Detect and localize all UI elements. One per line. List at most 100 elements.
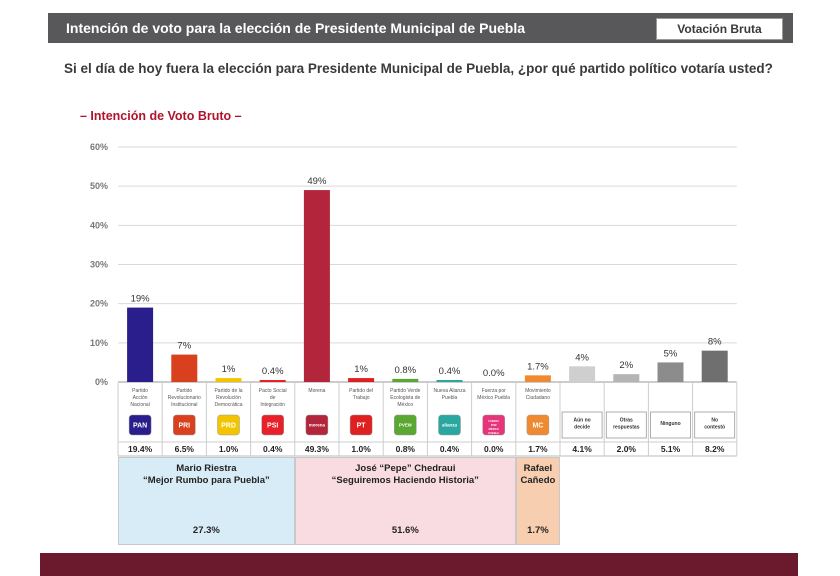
footer-bar (40, 553, 798, 576)
party-logo-text: PUEBLA (488, 431, 499, 435)
vote-intention-chart: 0% 10% 20% 30% 40% 50% 60% 19% 7% 1% 0.4% 49% 1% 0.8%… (90, 142, 738, 457)
table-value: 0.8% (396, 444, 416, 454)
category-label: Morena (308, 388, 325, 394)
category-label: Nacional (130, 402, 149, 408)
candidate-name: Rafael Cañedo (520, 463, 556, 486)
party-logo (526, 414, 550, 436)
category-label: Institucional (171, 402, 197, 408)
party-logo-text: alianza (442, 423, 458, 428)
table-value: 49.3% (305, 444, 330, 454)
category-label: Pacto Social (259, 388, 287, 394)
bar-label: 7% (177, 341, 191, 352)
bar (303, 190, 330, 382)
category-label: Nueva Alianza (434, 388, 466, 394)
table-value: 0.0% (484, 444, 504, 454)
category-label: Integración (260, 402, 285, 408)
category-label: Partido Verde (390, 388, 421, 394)
category-label: Democrática (214, 402, 242, 408)
party-logo-text: PRD (221, 422, 236, 429)
category-label: Partido (176, 388, 192, 394)
bar (259, 380, 286, 382)
y-tick-label: 60% (90, 142, 108, 152)
category-label: de (270, 395, 276, 401)
bar-label: 0.8% (394, 365, 416, 376)
party-logo (394, 414, 417, 436)
table-value: 0.4% (263, 444, 283, 454)
category-label: Partido (132, 388, 148, 394)
bar-label: 0.4% (439, 366, 461, 377)
category-label: Aún no (573, 418, 590, 424)
category-label: Ciudadano (526, 395, 550, 401)
party-logo (438, 414, 461, 436)
party-logo-text: morena (309, 423, 326, 428)
party-logo-text: FUERZA (488, 419, 499, 423)
table-value: 0.4% (440, 444, 460, 454)
bar (392, 378, 419, 382)
category-label: contestó (704, 425, 725, 431)
bar-label: 1% (222, 364, 236, 375)
table-value: 1.7% (528, 444, 548, 454)
survey-question: Si el día de hoy fuera la elección para … (64, 61, 773, 76)
party-logo (305, 414, 329, 436)
candidate-slogan: “Seguiremos Haciendo Historia” (331, 475, 479, 486)
category-label: Partido del (349, 388, 373, 394)
party-logo-text: PAN (133, 422, 147, 429)
table-value: 6.5% (175, 444, 195, 454)
y-tick-label: 50% (90, 181, 108, 191)
candidate-slogan: “Mejor Rumbo para Puebla” (143, 475, 270, 486)
bar (524, 375, 551, 382)
y-tick-label: 20% (90, 299, 108, 309)
party-logo (261, 414, 284, 436)
bar-label: 8% (708, 337, 722, 348)
y-tick-label: 0% (95, 377, 108, 387)
party-logo-text: PRI (178, 422, 190, 429)
y-tick-label: 10% (90, 338, 108, 348)
table-value: 19.4% (128, 444, 153, 454)
party-logo (349, 414, 373, 436)
bar (657, 362, 684, 382)
bar (348, 378, 375, 382)
candidate-name: Mario Riestra (176, 463, 237, 474)
bar-label: 0.4% (262, 366, 284, 377)
bar (569, 366, 596, 382)
bar-label: 5% (664, 348, 678, 359)
party-logo (128, 414, 152, 436)
y-tick-label: 30% (90, 260, 108, 270)
bar-label: 49% (307, 176, 327, 187)
answer-box (650, 411, 691, 439)
category-label: Movimiento (525, 388, 551, 394)
candidate-total: 51.6% (391, 525, 419, 536)
party-logo-text: PT (357, 422, 367, 429)
category-label: México Puebla (477, 395, 510, 401)
bar-label: 1% (354, 364, 368, 375)
bar-label: 2% (619, 360, 633, 371)
table-value: 5.1% (661, 444, 681, 454)
candidate-chedraui-box: José “Pepe” Chedraui “Seguiremos Haciend… (294, 457, 516, 545)
party-logo-text: PVEM (399, 423, 412, 428)
table-value: 4.1% (572, 444, 592, 454)
bar (127, 307, 154, 382)
category-label: Puebla (442, 395, 458, 401)
bar-label: 0.0% (483, 368, 505, 379)
party-logo-text: PSI (267, 422, 278, 429)
bar (436, 380, 463, 382)
candidate-riestra-box: Mario Riestra “Mejor Rumbo para Puebla” … (118, 457, 295, 545)
table-value: 1.0% (351, 444, 371, 454)
party-logo (173, 414, 196, 436)
bar-label: 19% (131, 294, 151, 305)
candidate-total: 27.3% (192, 525, 220, 536)
category-label: No (711, 418, 718, 424)
bar (613, 374, 640, 382)
table-value: 2.0% (617, 444, 637, 454)
category-label: Fuerza por (482, 388, 507, 394)
category-label: Trabajo (353, 395, 370, 401)
bar (215, 378, 242, 382)
category-label: Partido de la (214, 388, 242, 394)
candidate-total: 1.7% (527, 525, 549, 536)
category-label: Ecologista de (390, 395, 420, 401)
category-label: México (397, 402, 413, 408)
answer-box (605, 411, 647, 439)
header-tag: Votación Bruta (656, 18, 783, 40)
party-logo (217, 414, 240, 436)
header-bar: Intención de voto para la elección de Pr… (48, 13, 793, 43)
